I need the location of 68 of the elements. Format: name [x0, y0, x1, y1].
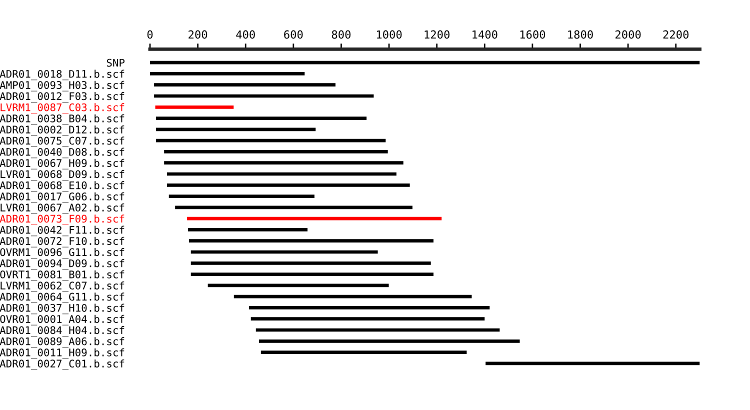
- bar: [150, 72, 305, 76]
- x-tick-label: 600: [284, 30, 303, 39]
- bar: [156, 116, 367, 120]
- y-tick-label: ADR01_0012_F03.b.scf: [0, 92, 124, 102]
- x-tick-label: 2200: [663, 30, 689, 39]
- y-tick-label: LVRM1_0087_C03.b.scf: [0, 103, 124, 114]
- bar: [168, 194, 314, 198]
- y-tick-label: ADR01_0064_G11.b.scf: [0, 292, 124, 303]
- y-tick-label: ADR01_0038_B04.b.scf: [0, 114, 124, 125]
- x-tick-label: 0: [147, 30, 153, 39]
- x-tick-label: 1400: [472, 30, 498, 39]
- bar: [156, 138, 386, 142]
- y-tick-label: ADR01_0072_F10.b.scf: [0, 236, 124, 248]
- y-tick-label: OVR01_0001_A04.b.scf: [0, 314, 124, 326]
- y-tick-label: ADR01_0027_C01.b.scf: [0, 359, 124, 370]
- y-tick-label: ADR01_0067_H09.b.scf: [0, 158, 124, 170]
- bar: [248, 306, 490, 310]
- bar: [164, 150, 388, 154]
- bar: [187, 216, 442, 220]
- bar: [150, 60, 700, 64]
- y-tick-label: AMP01_0093_H03.b.scf: [0, 80, 124, 92]
- bar: [164, 161, 404, 165]
- y-tick-label: OVRT1_0081_B01.b.scf: [0, 270, 124, 281]
- bar: [234, 294, 472, 298]
- y-tick-label: ADR01_0018_D11.b.scf: [0, 70, 124, 80]
- x-tick-label: 1000: [376, 30, 402, 39]
- x-tick-label: 800: [332, 30, 351, 39]
- y-tick-label: ADR01_0089_A06.b.scf: [0, 337, 124, 348]
- y-tick-label: LVR01_0067_A02.b.scf: [0, 203, 124, 214]
- x-tick-label: 1200: [424, 30, 450, 39]
- bar: [166, 172, 396, 176]
- y-tick-label: LVRM1_0062_C07.b.scf: [0, 281, 124, 292]
- bar: [486, 362, 700, 366]
- x-tick-label: 400: [236, 30, 255, 39]
- bar: [188, 228, 308, 232]
- y-tick-label: OVRM1_0096_G11.b.scf: [0, 248, 124, 258]
- bar: [166, 183, 410, 187]
- x-tick-label: 1600: [520, 30, 546, 39]
- y-tick-label: ADR01_0042_F11.b.scf: [0, 226, 124, 236]
- y-tick-label: ADR01_0017_G06.b.scf: [0, 192, 124, 203]
- bar: [155, 105, 234, 109]
- bar: [190, 261, 431, 265]
- bar: [175, 206, 412, 210]
- bar: [188, 239, 434, 243]
- bar: [250, 317, 485, 321]
- bar: [260, 350, 467, 354]
- x-tick-label: 2000: [615, 30, 641, 39]
- x-tick-label: 1800: [568, 30, 593, 39]
- bar: [154, 94, 374, 98]
- y-tick-label: ADR01_0075_C07.b.scf: [0, 136, 124, 147]
- y-tick-label: ADR01_0068_E10.b.scf: [0, 181, 124, 192]
- y-tick-label: ADR01_0037_H10.b.scf: [0, 304, 124, 314]
- bar: [208, 284, 389, 288]
- y-tick-label: ADR01_0084_H04.b.scf: [0, 326, 124, 336]
- bar: [256, 328, 500, 332]
- y-tick-label: SNP: [106, 58, 125, 67]
- y-tick-label: ADR01_0073_F09.b.scf: [0, 214, 124, 225]
- bar: [190, 272, 434, 276]
- bar: [190, 250, 378, 254]
- y-tick-label: ADR01_0011_H09.b.scf: [0, 348, 124, 359]
- bar: [156, 128, 316, 132]
- y-tick-label: LVR01_0068_D09.b.scf: [0, 170, 124, 180]
- y-tick-label: ADR01_0094_D09.b.scf: [0, 259, 124, 270]
- y-tick-label: ADR01_0040_D08.b.scf: [0, 148, 124, 158]
- bar: [258, 339, 520, 343]
- x-tick-label: 200: [188, 30, 208, 39]
- y-tick-label: ADR01_0002_D12.b.scf: [0, 125, 124, 136]
- bar: [154, 83, 336, 87]
